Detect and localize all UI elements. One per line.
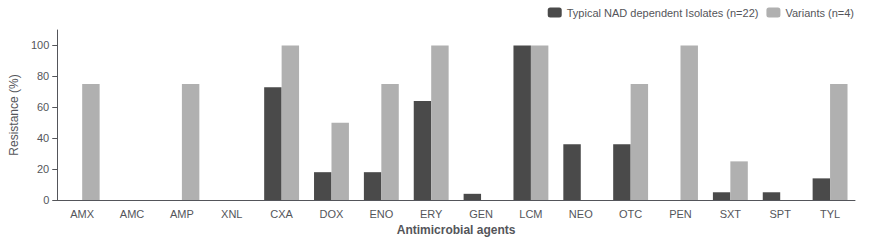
svg-text:ERY: ERY — [420, 208, 443, 220]
svg-text:LCM: LCM — [519, 208, 542, 220]
svg-text:60: 60 — [37, 101, 49, 113]
svg-text:20: 20 — [37, 163, 49, 175]
svg-text:XNL: XNL — [221, 208, 242, 220]
svg-text:CXA: CXA — [270, 208, 293, 220]
svg-text:80: 80 — [37, 70, 49, 82]
svg-text:Resistance (%): Resistance (%) — [7, 74, 21, 155]
svg-text:Antimicrobial agents: Antimicrobial agents — [397, 223, 516, 237]
svg-text:GEN: GEN — [469, 208, 493, 220]
svg-text:Typical NAD dependent Isolates: Typical NAD dependent Isolates (n=22) — [567, 7, 759, 19]
svg-text:AMX: AMX — [70, 208, 95, 220]
svg-text:TYL: TYL — [820, 208, 840, 220]
svg-text:DOX: DOX — [320, 208, 345, 220]
svg-text:SPT: SPT — [770, 208, 792, 220]
svg-text:PEN: PEN — [669, 208, 692, 220]
svg-text:AMC: AMC — [120, 208, 145, 220]
svg-text:NEO: NEO — [569, 208, 593, 220]
svg-text:40: 40 — [37, 132, 49, 144]
svg-text:SXT: SXT — [720, 208, 742, 220]
svg-text:100: 100 — [31, 39, 49, 51]
svg-text:OTC: OTC — [619, 208, 642, 220]
svg-text:Variants (n=4): Variants (n=4) — [785, 7, 854, 19]
svg-text:AMP: AMP — [170, 208, 194, 220]
svg-text:0: 0 — [43, 194, 49, 206]
svg-text:ENO: ENO — [369, 208, 393, 220]
